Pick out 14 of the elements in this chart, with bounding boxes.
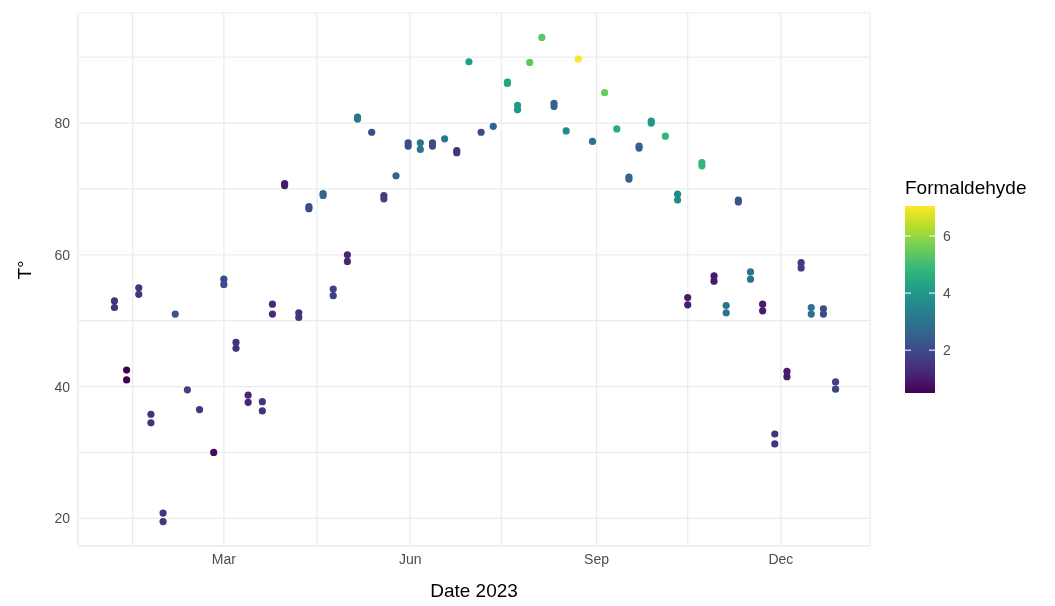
y-axis-title: T° (13, 260, 35, 280)
y-tick-label: 60 (54, 246, 71, 263)
y-tick-label: 20 (54, 510, 71, 527)
color-bar-title: Formaldehyde (905, 177, 1027, 198)
x-tick-label: Dec (768, 550, 794, 567)
x-tick-label: Mar (211, 550, 237, 567)
color-bar-label: 4 (943, 285, 951, 302)
y-tick-label: 80 (54, 115, 71, 131)
x-tick-label: Jun (398, 550, 422, 567)
color-bar-label: 6 (943, 227, 951, 244)
x-axis-title: Date 2023 (430, 580, 518, 601)
x-tick-label: Sep (584, 550, 610, 567)
color-bar-label: 2 (943, 342, 951, 359)
y-tick-label: 40 (54, 378, 71, 395)
